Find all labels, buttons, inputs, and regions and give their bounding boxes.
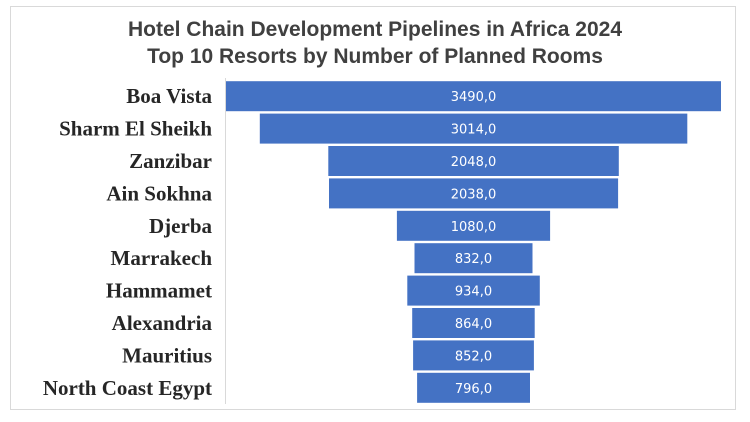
- category-label: Marrakech: [111, 246, 213, 270]
- bar-value-label: 934,0: [455, 285, 492, 300]
- bar-value-label: 3014,0: [451, 123, 497, 138]
- category-label: Sharm El Sheikh: [59, 117, 212, 141]
- bar-value-label: 864,0: [455, 317, 492, 332]
- data-labels: 3490,0 3014,0 2048,0 2038,0 1080,0 832,0 934,0…: [451, 90, 497, 397]
- bar-value-label: 1080,0: [451, 220, 497, 235]
- funnel-bar: [414, 243, 533, 274]
- funnel-bar: [417, 372, 530, 403]
- category-label: Hammamet: [106, 279, 212, 303]
- category-label: Djerba: [149, 214, 212, 238]
- funnel-bar: [226, 81, 721, 112]
- bar-value-label: 832,0: [455, 252, 492, 267]
- chart-subtitle: Top 10 Resorts by Number of Planned Room…: [147, 45, 603, 68]
- category-label: Ain Sokhna: [106, 181, 212, 205]
- funnel-bar: [259, 113, 688, 144]
- bar-value-label: 796,0: [455, 382, 492, 397]
- category-labels: Boa Vista Sharm El Sheikh Zanzibar Ain Sokh…: [43, 84, 213, 400]
- bar-value-label: 2048,0: [451, 155, 497, 170]
- funnel-bar: [328, 146, 619, 176]
- funnel-bar: [412, 308, 535, 338]
- funnel-bar: [413, 340, 534, 371]
- bar-value-label: 2038,0: [451, 187, 497, 202]
- bar-value-label: 852,0: [455, 349, 492, 364]
- category-label: Mauritius: [122, 343, 212, 367]
- category-label: Zanzibar: [129, 149, 212, 173]
- funnel-bars: [226, 81, 721, 403]
- chart-title: Hotel Chain Development Pipelines in Afr…: [127, 18, 623, 41]
- category-label: Boa Vista: [126, 84, 212, 108]
- funnel-bar: [396, 210, 551, 241]
- funnel-bar: [407, 275, 540, 306]
- funnel-bar: [329, 178, 619, 209]
- category-label: North Coast Egypt: [43, 376, 212, 400]
- bar-value-label: 3490,0: [451, 90, 497, 105]
- category-label: Alexandria: [112, 311, 213, 335]
